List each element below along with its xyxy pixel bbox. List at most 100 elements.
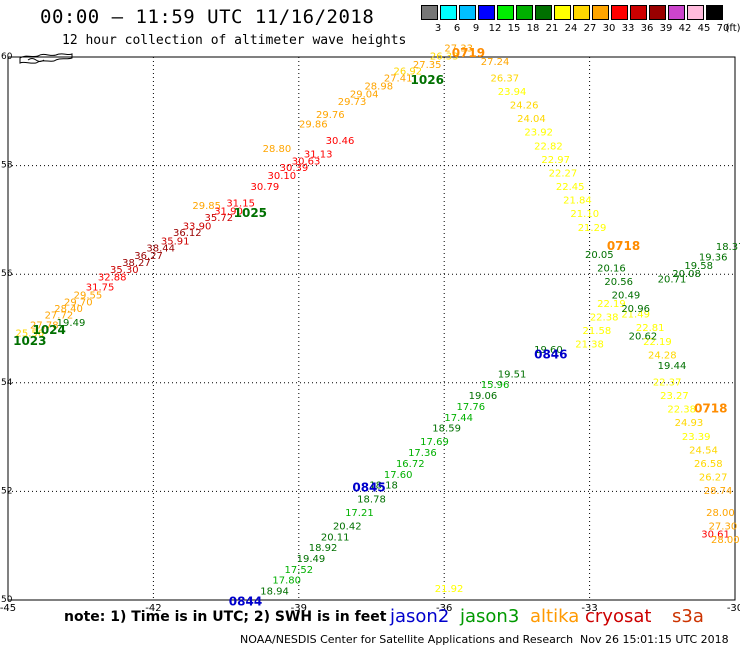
wave-height-value: 20.49: [612, 291, 641, 302]
wave-height-value: 30.79: [251, 182, 280, 193]
wave-height-value: 29.86: [299, 120, 328, 131]
scale-unit: (ft): [725, 23, 740, 34]
scale-label: 70: [716, 23, 730, 34]
axis-tick-labels: -45 -42 -39 -36 -33 -30 50 52 54 56 58 60: [0, 52, 740, 614]
wave-height-value: 18.78: [357, 494, 386, 505]
lon-tick-label: -42: [145, 603, 161, 614]
satellite-legend-jason3: jason3: [460, 606, 520, 627]
wave-height-value: 18.59: [432, 424, 461, 435]
wave-height-value: 21.49: [621, 310, 650, 321]
lat-tick-label: 60: [1, 52, 13, 62]
scale-label: 30: [602, 23, 616, 34]
scale-label: 42: [678, 23, 692, 34]
wave-height-value: 35.91: [161, 236, 190, 247]
wave-height-value: 26.92: [394, 66, 423, 77]
wave-height-value: 17.76: [457, 402, 486, 413]
pass-time-label: 1025: [234, 206, 267, 220]
wave-height-value: 17.36: [408, 448, 437, 459]
lon-tick-label: -30: [727, 603, 740, 614]
wave-height-value: 22.37: [653, 378, 682, 389]
wave-height-value: 18.37: [716, 242, 740, 253]
wave-height-value: 19.49: [57, 318, 86, 329]
wave-height-value: 29.73: [338, 97, 367, 108]
pass-time-label: 1024: [32, 323, 65, 337]
scale-swatch: [668, 5, 685, 20]
pass-time-label: 0719: [452, 46, 485, 60]
scale-swatch: [687, 5, 704, 20]
wave-height-value: 22.19: [643, 337, 672, 348]
wave-height-value: 19.36: [699, 253, 728, 264]
wave-height-value: 19.49: [297, 554, 326, 565]
wave-height-value: 22.38: [667, 405, 696, 416]
scale-label: 24: [564, 23, 578, 34]
scale-swatch: [573, 5, 590, 20]
legend-note: note: 1) Time is in UTC; 2) SWH is in fe…: [64, 609, 387, 625]
pass-time-label: 1026: [411, 73, 444, 87]
wave-height-value: 30.61: [701, 530, 730, 541]
wave-height-value: 28.00: [711, 535, 740, 546]
wave-height-value: 35.30: [110, 265, 139, 276]
scale-label: 36: [640, 23, 654, 34]
wave-height-value: 20.71: [658, 274, 687, 285]
pass-time-label: 0845: [352, 480, 385, 494]
lat-tick-label: 54: [1, 378, 13, 388]
pass-time-label: 0846: [534, 347, 567, 361]
wave-height-value: 19.44: [658, 361, 687, 372]
satellite-legend-altika: altika: [530, 606, 580, 627]
wave-height-value: 31.15: [226, 198, 255, 209]
wave-height-value: 21.58: [583, 326, 612, 337]
wave-height-value: 22.38: [590, 312, 619, 323]
wave-height-value: 21.84: [563, 196, 592, 207]
satellite-legend-cryosat: cryosat: [585, 606, 652, 627]
wave-height-value: 17.21: [345, 508, 374, 519]
wave-height-value: 26.58: [694, 459, 723, 470]
wave-height-value: 17.60: [384, 470, 413, 481]
wave-height-value: 19.60: [534, 345, 563, 356]
wave-height-value: 32.88: [98, 273, 127, 284]
map-grid: [7, 56, 736, 601]
lat-tick-label: 58: [1, 161, 13, 171]
wave-height-value: 23.92: [524, 128, 553, 139]
scale-label: 9: [472, 23, 480, 34]
wave-height-value: 19.58: [684, 261, 713, 272]
wave-height-value: 28.40: [54, 304, 83, 315]
wave-height-value: 27.24: [481, 57, 510, 68]
scale-label: 33: [621, 23, 635, 34]
scale-swatch: [421, 5, 438, 20]
scale-swatch: [554, 5, 571, 20]
wave-height-value: 22.19: [597, 299, 626, 310]
coastline-greenland: [19, 53, 73, 64]
wave-height-value: 18.18: [369, 481, 398, 492]
wave-height-value: 24.54: [689, 445, 718, 456]
scale-swatch: [478, 5, 495, 20]
scale-swatch: [630, 5, 647, 20]
wave-height-value: 24.04: [517, 114, 546, 125]
wave-height-value: 29.55: [74, 291, 103, 302]
lat-tick-label: 56: [1, 269, 13, 279]
scale-label: 3: [434, 23, 442, 34]
wave-height-value: 19.51: [498, 369, 527, 380]
wave-height-value: 16.72: [396, 459, 425, 470]
wave-height-value: 15.96: [481, 380, 510, 391]
pass-time-label: 0718: [607, 239, 640, 253]
wave-height-value: 20.05: [585, 250, 614, 261]
wave-height-value: 31.75: [86, 282, 115, 293]
lon-tick-label: -36: [436, 603, 452, 614]
wave-height-value: 26.33: [430, 52, 459, 63]
wave-height-value: 22.45: [556, 182, 585, 193]
wave-height-value: 30.63: [292, 157, 321, 168]
scale-swatch: [459, 5, 476, 20]
pass-time-label: 1023: [13, 334, 46, 348]
wave-height-value: 22.27: [549, 168, 578, 179]
lon-tick-label: -39: [291, 603, 307, 614]
wave-height-value: 24.93: [675, 418, 704, 429]
scale-swatch: [516, 5, 533, 20]
wave-height-value: 22.82: [534, 141, 563, 152]
scale-swatch: [592, 5, 609, 20]
satellite-legend-jason2: jason2: [390, 606, 450, 627]
wave-height-value: 36.27: [134, 251, 163, 262]
wave-height-value: 26.27: [699, 473, 728, 484]
wave-height-value: 20.08: [672, 269, 701, 280]
